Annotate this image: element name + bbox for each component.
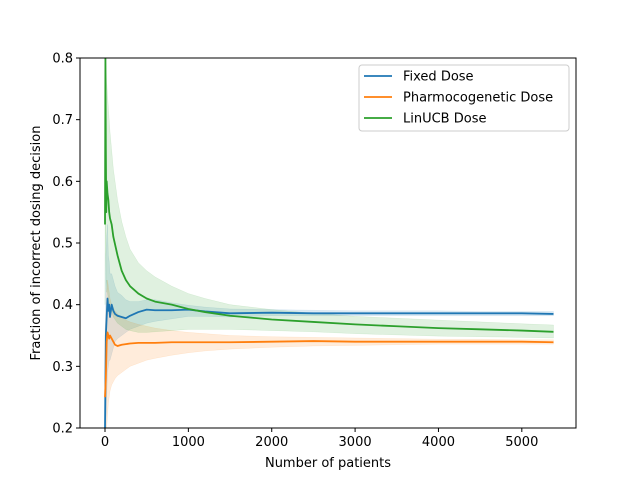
x-axis: 0 1000 2000 3000 4000 5000 — [101, 428, 538, 450]
y-tick-label: 0.3 — [52, 360, 73, 375]
x-tick-label: 1000 — [172, 435, 205, 450]
fixed-dose-line — [104, 297, 554, 428]
y-tick-label: 0.4 — [52, 298, 73, 313]
y-tick-label: 0.6 — [52, 175, 73, 190]
fixed-dose-legend-label: Fixed Dose — [403, 70, 474, 85]
y-tick-label: 0.7 — [52, 113, 73, 128]
x-tick-label: 2000 — [255, 435, 288, 450]
x-tick-label: 0 — [101, 435, 109, 450]
x-axis-title: Number of patients — [265, 456, 391, 471]
y-tick-label: 0.2 — [52, 422, 73, 437]
x-tick-label: 5000 — [505, 435, 538, 450]
legend: Fixed Dose Pharmocogenetic Dose LinUCB Dos… — [358, 64, 570, 132]
y-axis: 0.2 0.3 0.4 0.5 0.6 0.7 0.8 — [52, 52, 80, 437]
pharmocogenetic-dose-band — [104, 279, 554, 428]
x-tick-label: 3000 — [339, 435, 372, 450]
pharmocogenetic-dose-line — [104, 331, 554, 398]
y-tick-label: 0.5 — [52, 237, 73, 252]
legend-box — [358, 64, 570, 132]
pharmocogenetic-dose-legend-label: Pharmocogenetic Dose — [403, 91, 553, 106]
series-lines — [104, 58, 554, 428]
linucb-dose-line — [104, 58, 554, 333]
y-axis-title: Fraction of incorrect dosing decision — [29, 126, 44, 361]
x-tick-label: 4000 — [422, 435, 455, 450]
y-tick-label: 0.8 — [52, 52, 73, 67]
linucb-dose-legend-label: LinUCB Dose — [403, 112, 486, 127]
